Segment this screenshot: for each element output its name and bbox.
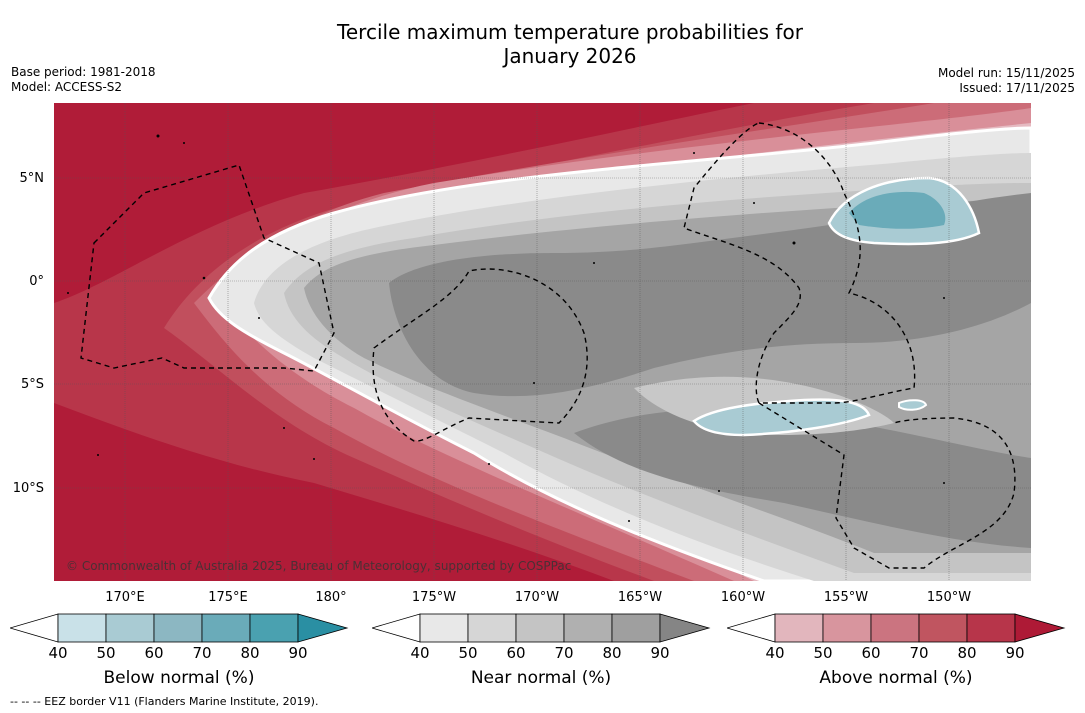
lon-label-175w: 175°W [411,590,457,605]
above-colorbar-cell [966,613,1016,643]
model-run: Model run: 15/11/2025 [937,66,1075,80]
near-colorbar-cell [563,613,613,643]
lat-label-10s: 10°S [12,481,44,496]
lon-label-160w: 160°W [720,590,766,605]
copyright-notice: © Commonwealth of Australia 2025, Bureau… [66,559,572,573]
below-colorbar-cell [201,613,251,643]
below-arrow-min [10,613,59,643]
above-colorbar-tick: 70 [909,644,929,662]
meta-right: Model run: 15/11/2025 Issued: 17/11/2025 [938,66,1075,96]
title-line-1: Tercile maximum temperature probabilitie… [337,20,803,44]
above-colorbar-cell [918,613,968,643]
lon-label-150w: 150°W [926,590,972,605]
below-colorbar-cell [249,613,299,643]
above-colorbar-tick: 40 [765,644,785,662]
below-normal-label: Below normal (%) [103,668,255,688]
above-normal-label: Above normal (%) [819,668,973,688]
below-colorbar-cell [153,613,203,643]
near-colorbar-cell [419,613,469,643]
near-colorbar-cell [611,613,661,643]
below-normal-colorbar [10,613,349,643]
probability-map[interactable]: © Commonwealth of Australia 2025, Bureau… [54,103,1031,581]
lat-label-5n: 5°N [19,171,45,186]
above-colorbar-cell [822,613,872,643]
near-colorbar-cell [467,613,517,643]
above-normal-colorbar [727,613,1066,643]
above-colorbar-tick: 50 [813,644,833,662]
below-colorbar-cell [57,613,107,643]
near-normal-colorbar [372,613,711,643]
lon-label-175e: 175°E [208,590,248,605]
below-arrow-max [297,613,349,643]
below-colorbar-tick: 80 [240,644,260,662]
below-70-patch-north [849,191,946,229]
graticule [54,103,1031,581]
lon-label-170w: 170°W [514,590,560,605]
near-colorbar-tick: 40 [410,644,430,662]
lon-label-165w: 165°W [617,590,663,605]
above-colorbar-tick: 60 [861,644,881,662]
map-canvas [54,103,1031,581]
island-markers [67,134,945,522]
near-colorbar-tick: 70 [554,644,574,662]
issued-date: Issued: 17/11/2025 [959,81,1075,95]
above-colorbar-cell [870,613,920,643]
near-colorbar-tick: 60 [506,644,526,662]
lon-label-170e: 170°E [105,590,145,605]
title-line-2: January 2026 [503,44,637,68]
above-colorbar-tick: 90 [1005,644,1025,662]
above-colorbar-cell [774,613,824,643]
above-colorbar-tick: 80 [957,644,977,662]
below-colorbar-tick: 40 [48,644,68,662]
meta-left: Base period: 1981-2018 Model: ACCESS-S2 [11,65,156,95]
below-50-patch-south [692,398,871,437]
map-title: Tercile maximum temperature probabilitie… [0,20,1085,68]
below-colorbar-tick: 50 [96,644,116,662]
eez-borders [80,122,1016,569]
above-arrow-max [1014,613,1066,643]
above-arrow-min [727,613,776,643]
near-colorbar-tick: 90 [650,644,670,662]
below-50-patch-small [898,399,928,411]
near-normal-label: Near normal (%) [470,668,612,688]
below-colorbar-tick: 70 [192,644,212,662]
near-arrow-min [372,613,421,643]
below-colorbar-tick: 90 [288,644,308,662]
lon-label-180: 180° [315,590,347,605]
near-colorbar-cell [515,613,565,643]
near-colorbar-tick: 50 [458,644,478,662]
base-period: Base period: 1981-2018 [11,65,156,79]
model-name: Model: ACCESS-S2 [11,80,123,94]
below-colorbar-tick: 60 [144,644,164,662]
near-80-region-south [574,409,1031,548]
lat-label-0: 0° [29,274,44,289]
lon-label-155w: 155°W [823,590,869,605]
near-arrow-max [659,613,711,643]
lat-label-5s: 5°S [20,377,44,392]
near-colorbar-tick: 80 [602,644,622,662]
eez-footnote: -- -- -- EEZ border V11 (Flanders Marine… [10,695,319,708]
below-colorbar-cell [105,613,155,643]
